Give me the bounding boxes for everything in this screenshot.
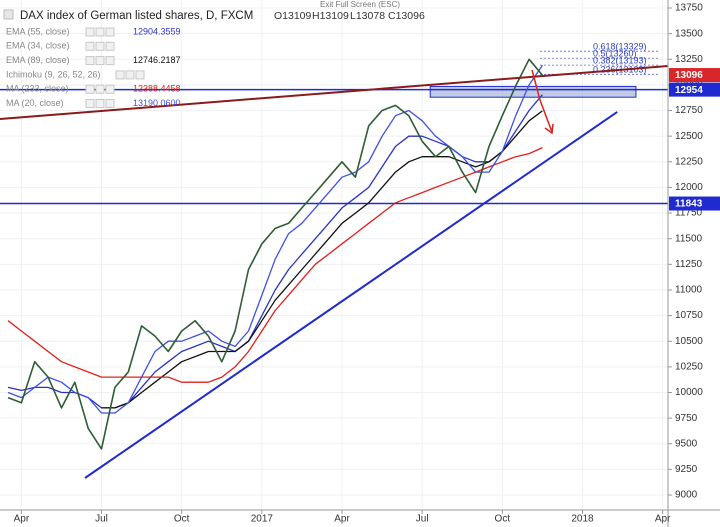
legend-icon[interactable] (105, 27, 115, 37)
y-tick-label: 12000 (675, 182, 703, 193)
y-tick-label: 11500 (675, 233, 703, 244)
y-tick-label: 13250 (675, 54, 703, 65)
price-line (7, 58, 544, 450)
y-tick-label: 9750 (675, 413, 698, 424)
legend-icon[interactable] (85, 27, 95, 37)
y-tick-label: 11250 (675, 259, 703, 270)
legend-icon[interactable] (105, 84, 115, 94)
y-tick-label: 10500 (675, 336, 703, 347)
x-tick-label: 2018 (571, 514, 594, 525)
y-tick-label: 11750 (675, 208, 703, 219)
indicator-line (7, 147, 543, 383)
legend-value: 12746.2187 (133, 55, 181, 65)
y-tick-label: 12500 (675, 131, 703, 142)
arrow (531, 69, 553, 133)
plot: 0.618(13329)0.5(13260)0.382(13193)0.236(… (0, 42, 669, 479)
price-badge-label: 12954 (675, 85, 703, 96)
fib-label: 0.618(13329) (593, 42, 647, 52)
legend-icon[interactable] (95, 41, 105, 51)
collapse-icon[interactable] (3, 9, 14, 20)
legend-icon[interactable] (95, 84, 105, 94)
y-tick-label: 12250 (675, 156, 703, 167)
legend-label: EMA (55, close) (6, 26, 70, 36)
y-tick-label: 9500 (675, 438, 698, 449)
x-tick-label: Apr (14, 514, 30, 525)
y-tick-label: 9250 (675, 464, 698, 475)
x-tick-label: Oct (174, 514, 190, 525)
legend-icon[interactable] (135, 70, 145, 80)
ohlc-value: O13109 (274, 10, 312, 22)
price-badge-label: 13096 (675, 70, 703, 81)
legend-value: 12388.4458 (133, 84, 181, 94)
fib-label: 0.5(13260) (593, 49, 637, 59)
x-tick-label: Jul (416, 514, 429, 525)
y-tick-label: 10000 (675, 387, 703, 398)
legend-icon[interactable] (105, 56, 115, 66)
legend-value: 12904.3559 (133, 26, 181, 36)
y-tick-label: 12750 (675, 105, 703, 116)
legend-icon[interactable] (95, 27, 105, 37)
y-tick-label: 13750 (675, 3, 703, 14)
ohlc-value: H13109 (312, 10, 349, 22)
legend-label: MA (20, close) (6, 98, 64, 108)
chart-title: DAX index of German listed shares, D, FX… (20, 10, 253, 22)
legend-icon[interactable] (105, 41, 115, 51)
price-badge (669, 68, 720, 83)
x-tick-label: Oct (495, 514, 511, 525)
price-badge-label: 11843 (675, 199, 703, 210)
ohlc: O13109 H13109 L13078 C13096 (274, 10, 425, 22)
arrow-head (544, 123, 554, 135)
legend-icon[interactable] (85, 99, 95, 108)
x-tick-label: 2017 (251, 514, 274, 525)
y-tick-label: 11000 (675, 285, 703, 296)
ohlc-value: L13078 (350, 10, 385, 22)
legend-icon[interactable] (85, 41, 95, 51)
legend-label: EMA (34, close) (6, 41, 70, 51)
ohlc-value: C13096 (388, 10, 425, 22)
legend-icon[interactable] (105, 99, 115, 108)
legend-icon[interactable] (95, 56, 105, 66)
price-badge (669, 82, 720, 97)
legend-label: MA (233, close) (6, 84, 69, 94)
y-tick-label: 9000 (675, 490, 698, 501)
legend-label: Ichimoku (9, 26, 52, 26) (6, 69, 101, 79)
legend-value: 13190.0600 (133, 98, 181, 108)
x-tick-label: Apr (655, 514, 671, 525)
x-tick-label: Jul (95, 514, 108, 525)
legend: EMA (55, close) 12904.3559 EMA (34, close)… (6, 26, 181, 108)
y-tick-label: 10750 (675, 310, 703, 321)
legend-icon[interactable] (95, 99, 105, 108)
trendline (0, 65, 669, 121)
screen-hint[interactable]: Exit Full Screen (ESC) (320, 0, 400, 9)
x-tick-label: Apr (334, 514, 350, 525)
y-tick-label: 13500 (675, 28, 703, 39)
y-tick-label: 10250 (675, 362, 703, 373)
trendline (84, 111, 618, 479)
legend-label: EMA (89, close) (6, 55, 70, 65)
legend-icon[interactable] (85, 84, 95, 94)
price-badge (669, 196, 720, 211)
legend-icon[interactable] (125, 70, 135, 80)
zone (429, 85, 637, 98)
legend-icon[interactable] (115, 70, 125, 80)
legend-icon[interactable] (85, 56, 95, 66)
indicator-line (7, 65, 543, 414)
fib-label: 0.382(13193) (593, 55, 647, 65)
